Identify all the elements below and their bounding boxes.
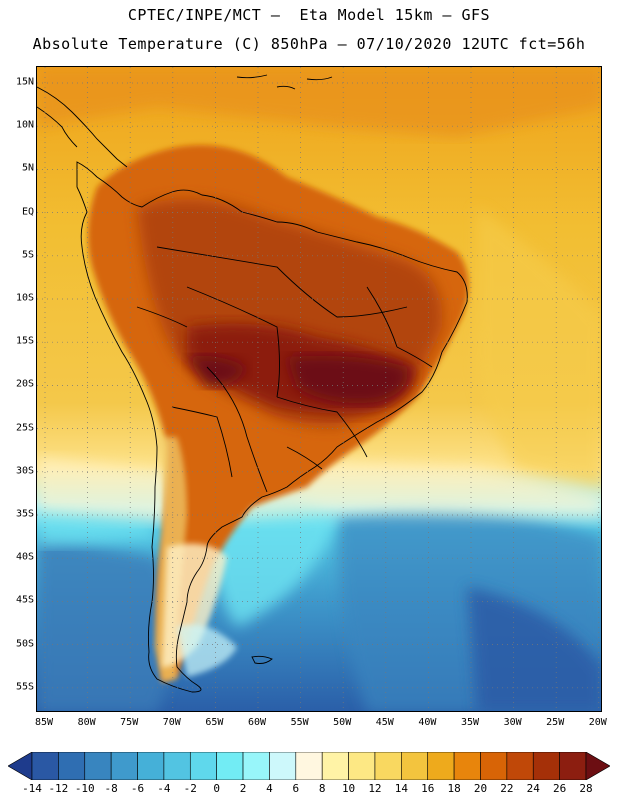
colorbar-swatch (401, 752, 429, 780)
colorbar-tick-label: 14 (394, 782, 408, 795)
title-line-2: Absolute Temperature (C) 850hPa – 07/10/… (32, 35, 586, 53)
colorbar-tick-label: 12 (368, 782, 382, 795)
colorbar-swatch (480, 752, 508, 780)
colorbar-tick-label: -10 (74, 782, 95, 795)
colorbar-low-triangle (8, 752, 33, 780)
lat-label: 5N (21, 162, 34, 174)
colorbar-swatch (137, 752, 165, 780)
lon-label: 20W (588, 717, 607, 728)
colorbar-tick-label: 22 (500, 782, 514, 795)
colorbar-swatch (163, 752, 191, 780)
lat-label: 20S (15, 378, 34, 390)
colorbar-tick-label: -12 (48, 782, 69, 795)
title-line-1: CPTEC/INPE/MCT – Eta Model 15km – GFS (127, 6, 491, 24)
colorbar-tick-label: -8 (104, 782, 118, 795)
colorbar-swatch (58, 752, 86, 780)
colorbar-swatch (374, 752, 402, 780)
lat-label: 35S (15, 508, 34, 520)
lon-label: 45W (375, 717, 394, 728)
colorbar-swatch (295, 752, 323, 780)
lat-label: 45S (15, 594, 34, 606)
colorbar-swatch (348, 752, 376, 780)
colorbar-swatch (31, 752, 59, 780)
continent-temperature (88, 145, 469, 682)
lat-label: 55S (15, 681, 34, 693)
colorbar-tick-label: -4 (157, 782, 171, 795)
lat-label: 30S (15, 465, 34, 477)
colorbar-swatch (427, 752, 455, 780)
colorbar-tick-label: 24 (526, 782, 540, 795)
colorbar-high-triangle (585, 752, 610, 780)
lat-label: 15S (15, 335, 34, 347)
colorbar-tick-label: 28 (579, 782, 593, 795)
colorbar-swatch (506, 752, 534, 780)
colorbar-swatch (242, 752, 270, 780)
lon-label: 35W (460, 717, 480, 728)
map-panel (36, 66, 602, 712)
lon-label: 55W (290, 717, 309, 728)
colorbar-tick-label: 6 (292, 782, 300, 795)
lon-label: 25W (546, 717, 565, 728)
colorbar-tick-label: 20 (473, 782, 488, 795)
colorbar-tick-label: -14 (22, 782, 42, 795)
lon-label: 75W (120, 717, 139, 728)
lat-label: 5S (21, 249, 34, 261)
lon-label: 70W (162, 717, 181, 728)
colorbar-swatch (453, 752, 481, 780)
colorbar-tick-label: 18 (447, 782, 461, 795)
colorbar-swatch (532, 752, 560, 780)
colorbar-swatch (189, 752, 217, 780)
lat-label: 10N (15, 119, 34, 131)
colorbar-swatch (321, 752, 349, 780)
colorbar-tick-label: 16 (421, 782, 435, 795)
lat-label: 50S (15, 638, 34, 650)
lat-label: 15N (15, 76, 34, 88)
colorbar-tick-label: 10 (341, 782, 356, 795)
lat-label: 10S (15, 292, 34, 304)
colorbar-swatch (269, 752, 297, 780)
colorbar-tick-label: 4 (266, 782, 273, 795)
temperature-map (37, 67, 601, 711)
colorbar-tick-label: -2 (183, 782, 197, 795)
colorbar-tick-label: -6 (130, 782, 145, 795)
colorbar-tick-label: 0 (213, 782, 220, 795)
lat-label: 25S (15, 422, 34, 434)
lon-label: 30W (503, 717, 522, 728)
lon-label: 50W (333, 717, 352, 728)
lon-label: 60W (247, 717, 267, 728)
lon-label: 85W (34, 717, 54, 728)
colorbar-tick-label: 2 (239, 782, 247, 795)
colorbar-swatch (559, 752, 587, 780)
lon-label: 80W (77, 717, 96, 728)
lat-label: 40S (15, 551, 34, 563)
colorbar-swatch (110, 752, 138, 780)
lon-label: 65W (205, 717, 224, 728)
colorbar-tick-label: 8 (318, 782, 326, 795)
colorbar-swatch (216, 752, 244, 780)
colorbar (8, 752, 610, 780)
colorbar-tick-label: 26 (552, 782, 567, 795)
colorbar-swatch (84, 752, 112, 780)
lat-label: EQ (21, 206, 34, 218)
lon-label: 40W (418, 717, 437, 728)
